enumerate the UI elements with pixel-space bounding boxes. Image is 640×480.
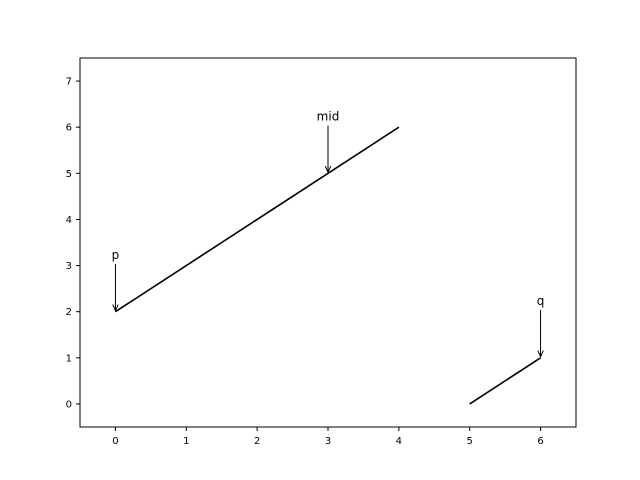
- annotation-label-q: q: [537, 294, 545, 308]
- y-tick-label: 5: [66, 169, 72, 180]
- x-tick-label: 4: [396, 436, 402, 447]
- x-tick-label: 3: [325, 436, 331, 447]
- y-tick-label: 1: [66, 353, 72, 364]
- annotation-label-mid: mid: [317, 110, 340, 124]
- y-tick-label: 2: [66, 307, 72, 318]
- series-line-1: [114, 126, 400, 313]
- y-tick-label: 6: [66, 123, 72, 134]
- plot-area: 0 1 2 3 4 5 6 0 1 2 3 4 5 6 7 p mid q: [66, 57, 577, 447]
- y-tick-label: 7: [66, 77, 72, 88]
- y-tick-label: 0: [66, 399, 72, 410]
- x-tick-label: 5: [467, 436, 473, 447]
- x-tick-label: 1: [183, 436, 189, 447]
- y-tick-label: 4: [66, 215, 72, 226]
- y-tick-label: 3: [66, 261, 72, 272]
- x-tick-label: 6: [537, 436, 543, 447]
- x-tick-label: 2: [254, 436, 260, 447]
- annotation-label-p: p: [112, 248, 120, 262]
- x-tick-label: 0: [112, 436, 118, 447]
- series-line-2: [469, 357, 542, 405]
